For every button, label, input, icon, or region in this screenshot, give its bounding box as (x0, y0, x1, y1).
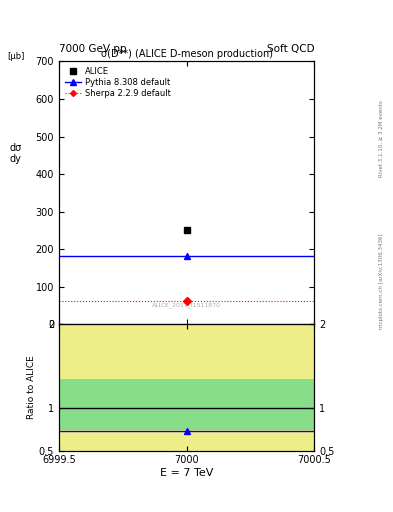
Bar (59, 379, 314, 430)
Text: dσ
dy: dσ dy (9, 143, 22, 164)
Text: 7000 GeV pp: 7000 GeV pp (59, 44, 127, 54)
Text: Rivet 3.1.10, ≥ 3.2M events: Rivet 3.1.10, ≥ 3.2M events (379, 100, 384, 177)
Legend: ALICE, Pythia 8.308 default, Sherpa 2.2.9 default: ALICE, Pythia 8.308 default, Sherpa 2.2.… (63, 66, 172, 99)
Y-axis label: Ratio to ALICE: Ratio to ALICE (27, 356, 36, 419)
Text: ALICE_2017_I1511870: ALICE_2017_I1511870 (152, 303, 221, 308)
Text: Soft QCD: Soft QCD (267, 44, 314, 54)
Text: mcplots.cern.ch [arXiv:1306.3436]: mcplots.cern.ch [arXiv:1306.3436] (379, 234, 384, 329)
X-axis label: E = 7 TeV: E = 7 TeV (160, 468, 213, 478)
Text: [µb]: [µb] (7, 52, 24, 61)
Title: σ(D**) (ALICE D-meson production): σ(D**) (ALICE D-meson production) (101, 49, 273, 59)
